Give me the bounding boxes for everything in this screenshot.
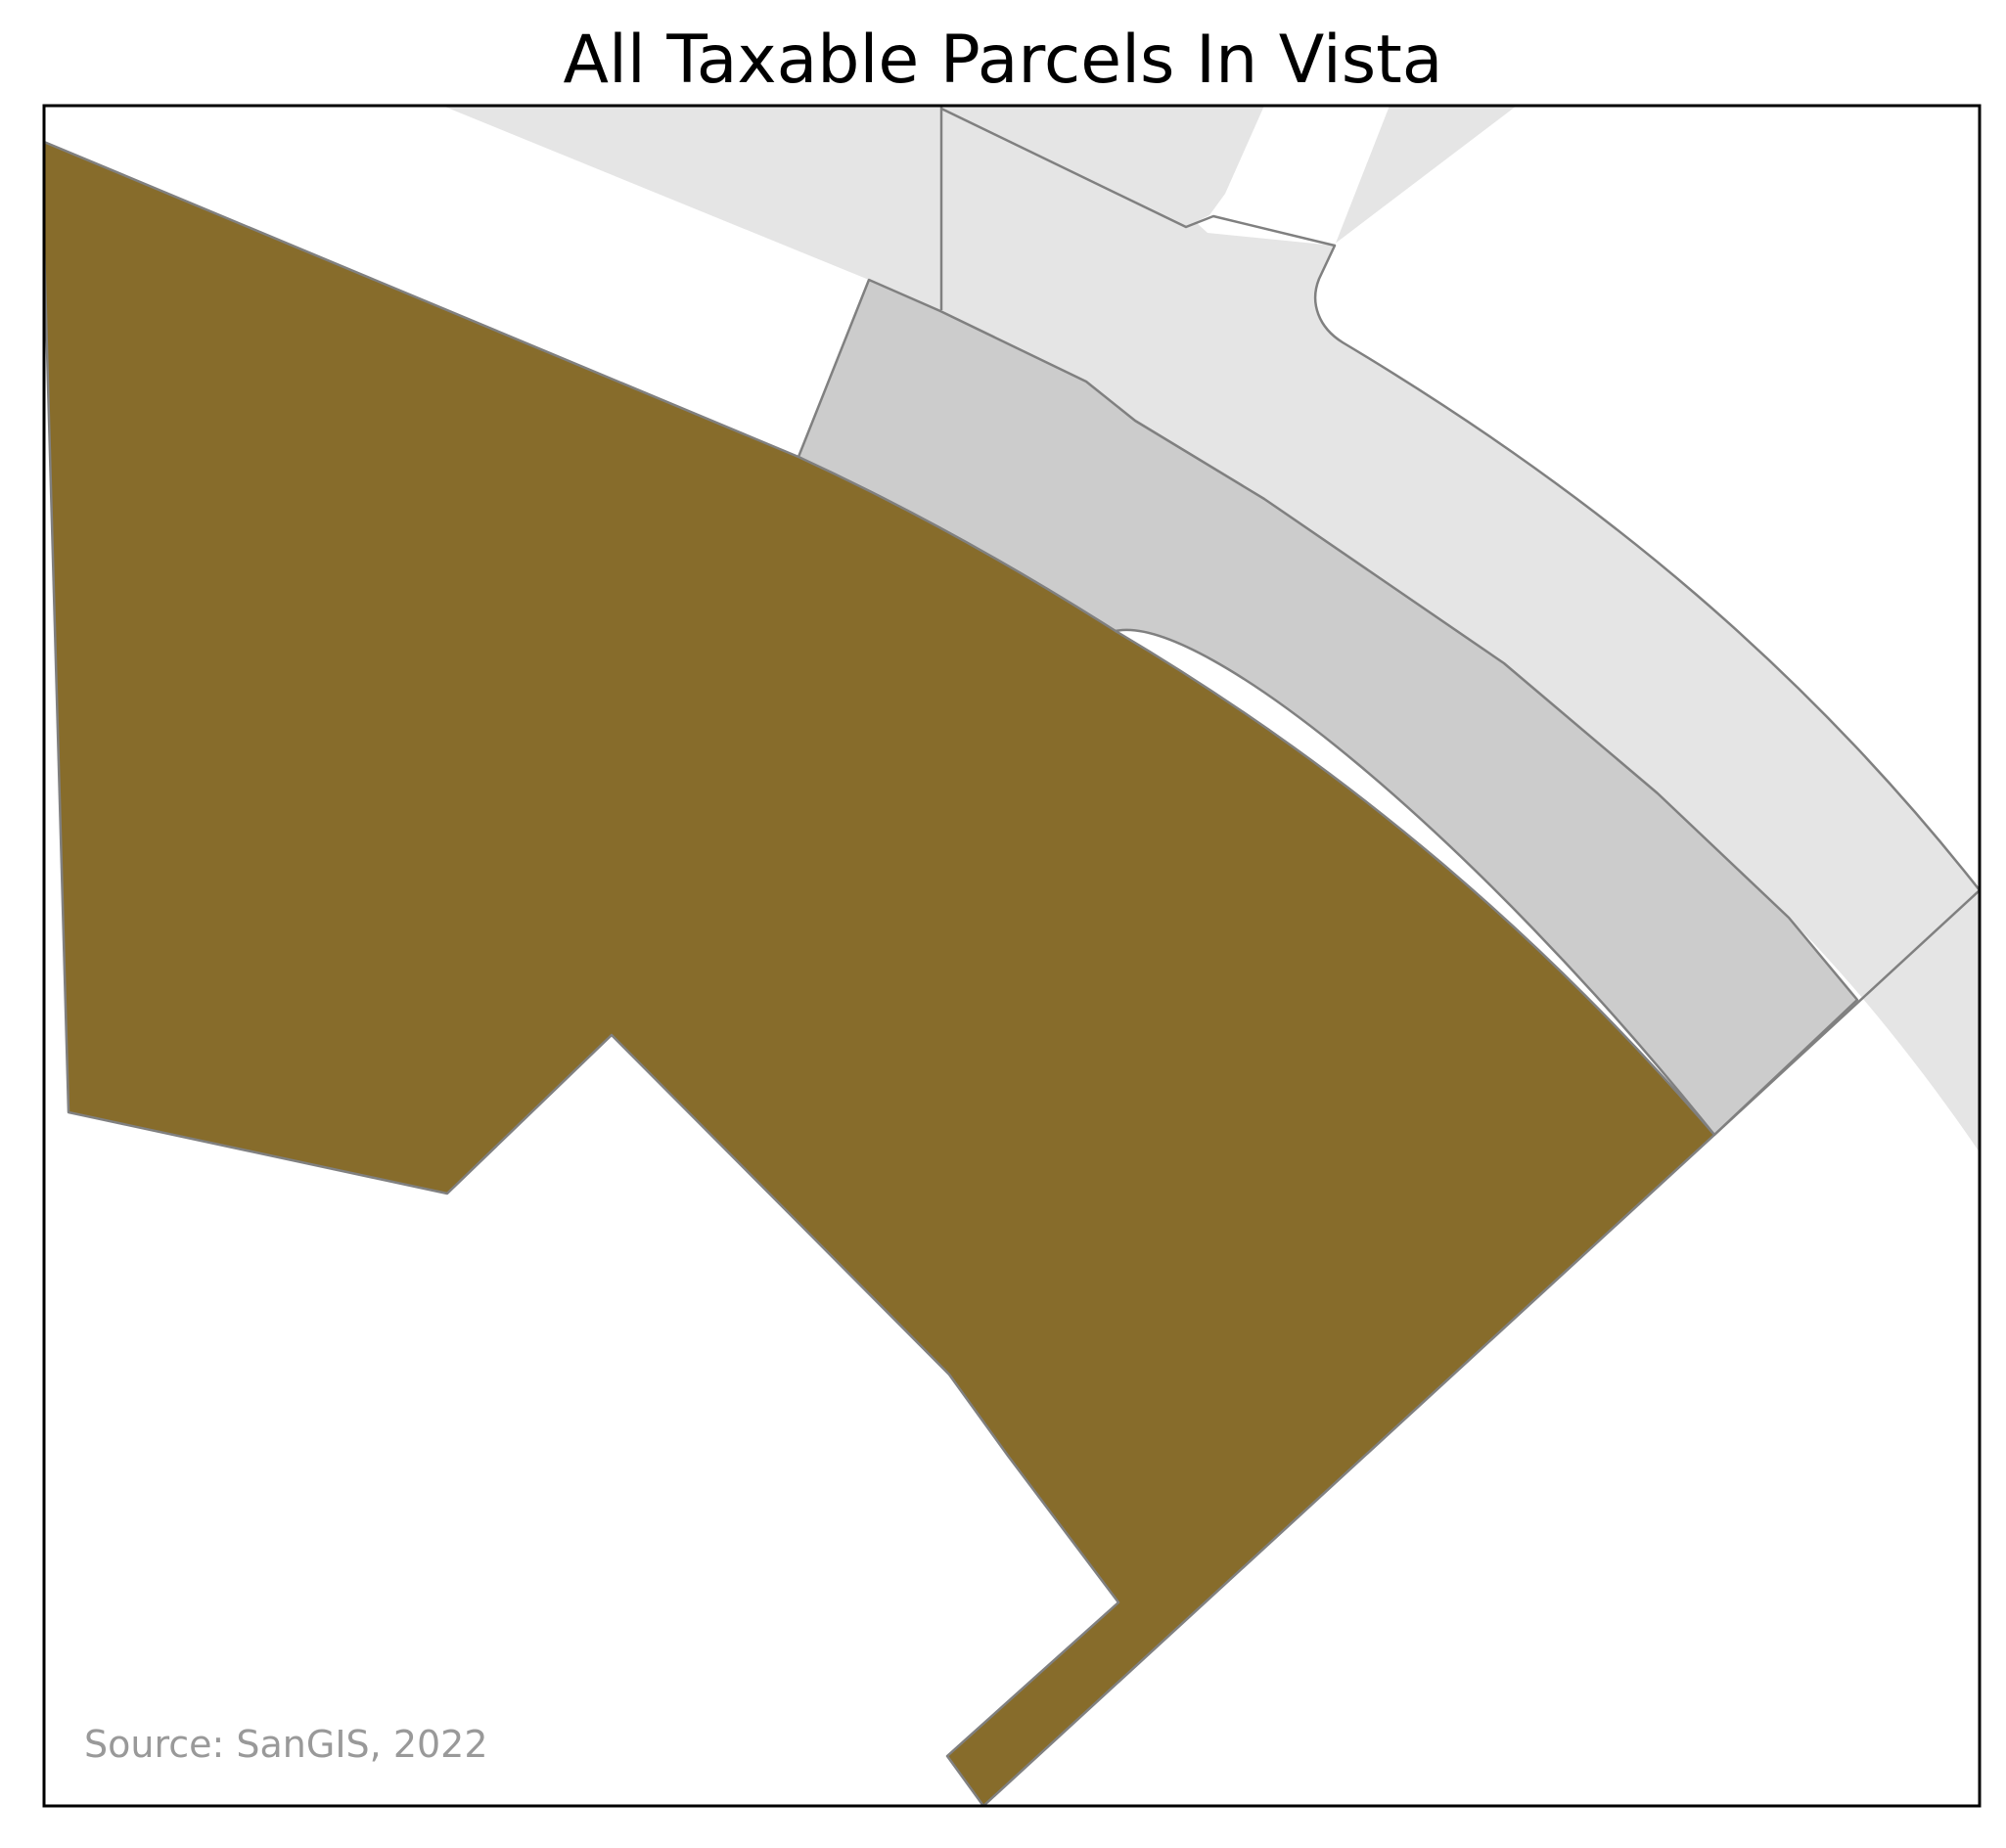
map-title: All Taxable Parcels In Vista — [563, 22, 1443, 99]
map-frame — [42, 104, 1982, 1808]
road-outline-north — [939, 106, 1980, 891]
adjacent-parcel — [797, 278, 1859, 1137]
source-note: Source: SanGIS, 2022 — [84, 1723, 488, 1766]
parcel-divider-east — [1713, 889, 1980, 1136]
highlighted-parcel — [44, 140, 1716, 1806]
map-area — [44, 106, 1980, 1806]
road-rightofway — [442, 106, 1980, 1152]
